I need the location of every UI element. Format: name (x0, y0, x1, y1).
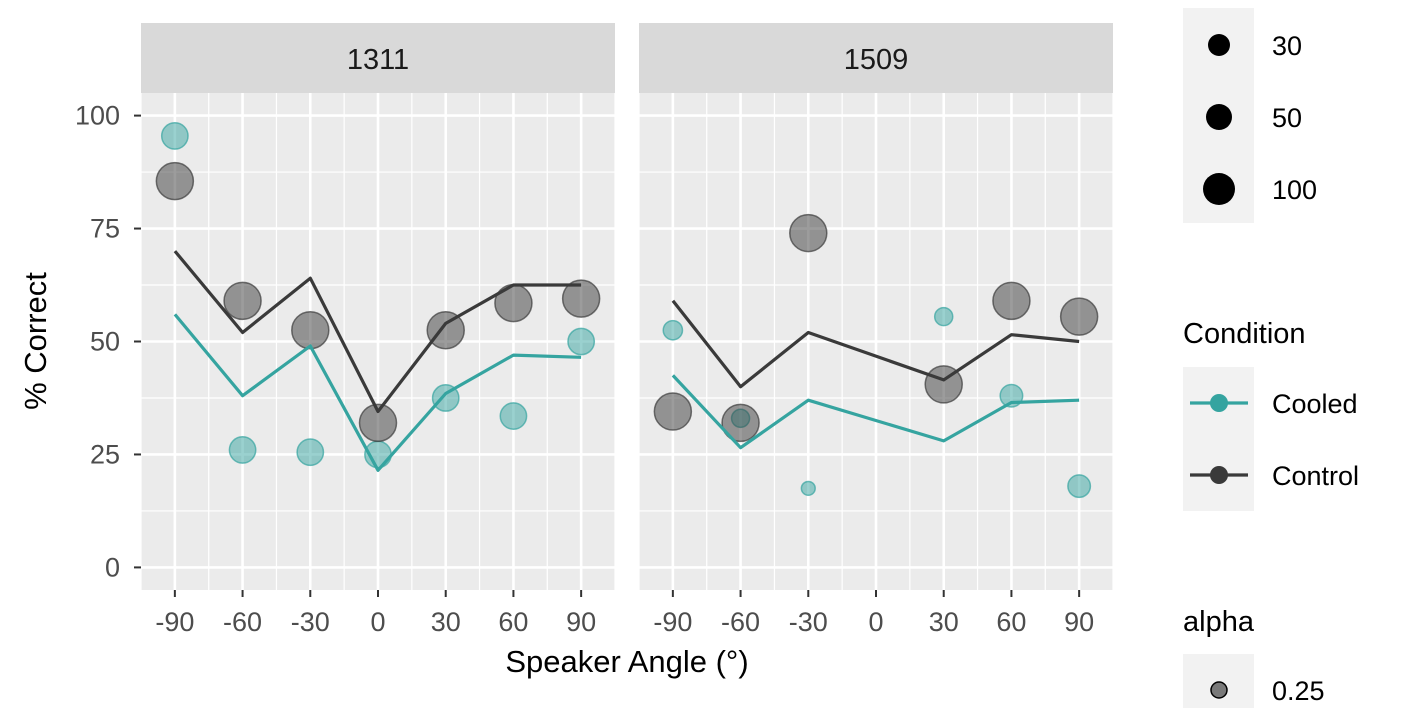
legend-size-key (1203, 173, 1235, 205)
x-tick-label: 30 (929, 607, 959, 637)
legend-size: 30 50 100 (1183, 8, 1317, 223)
y-axis-label: % Correct (18, 272, 53, 410)
x-tick-label: -60 (721, 607, 760, 637)
legend-alpha-title: alpha (1183, 606, 1255, 638)
y-tick-label: 100 (75, 101, 120, 131)
legend-size-key (1206, 104, 1232, 130)
facet-panel-1509: 1509 -90 -60 -30 0 30 60 90 (638, 23, 1114, 637)
x-tick-label: -90 (653, 607, 692, 637)
facet-strip-label: 1311 (347, 44, 409, 76)
axes: Speaker Angle (°) % Correct (18, 272, 749, 679)
x-tick-label: -30 (291, 607, 330, 637)
series-line-control (173, 250, 582, 414)
legend-alpha-keys-background (1183, 654, 1254, 708)
y-tick-label: 25 (90, 439, 120, 469)
legend-alpha: alpha 0.25 (1183, 606, 1325, 708)
data-point-cooled (800, 480, 816, 496)
data-point-cooled (160, 122, 189, 150)
facet-panel-1311: 1311 -90 -60 -30 0 30 60 90 0 25 50 75 100 (75, 23, 616, 637)
y-tick-label: 75 (90, 214, 120, 244)
x-tick-label: 90 (566, 607, 596, 637)
data-point-control (426, 310, 465, 350)
data-point-cooled (228, 436, 257, 464)
facet-panels: 1311 -90 -60 -30 0 30 60 90 0 25 50 75 100 1509 -90 -60… (75, 23, 1114, 637)
data-point-cooled (499, 402, 528, 430)
x-tick-label: -90 (155, 607, 194, 637)
facet-strip-label: 1509 (844, 44, 909, 76)
data-point-control (223, 281, 262, 321)
x-axis-label: Speaker Angle (°) (505, 644, 748, 679)
legend-condition-label: Cooled (1272, 389, 1358, 419)
series-points-control (653, 213, 1099, 443)
data-point-control (561, 279, 601, 318)
legend-condition-point (1210, 466, 1228, 484)
data-point-control (721, 403, 760, 443)
legend-size-label: 100 (1272, 175, 1317, 205)
data-point-cooled (567, 327, 596, 356)
x-tick-label: -30 (789, 607, 828, 637)
x-tick-label: 0 (868, 607, 883, 637)
data-point-control (653, 392, 693, 431)
legend-alpha-label: 0.25 (1272, 676, 1325, 706)
facet-strip (141, 23, 615, 93)
data-point-control (789, 213, 828, 253)
data-point-control (155, 161, 195, 201)
legend: 30 50 100 Condition Cooled Control alpha 0.25 (1183, 8, 1359, 708)
facet-strip (639, 23, 1113, 93)
x-tick-label: -60 (223, 607, 262, 637)
data-point-cooled (933, 306, 954, 327)
data-point-cooled (1067, 474, 1092, 499)
x-tick-label: 0 (370, 607, 385, 637)
series-line-cooled (173, 313, 582, 472)
legend-condition-label: Control (1272, 461, 1359, 491)
series-line-cooled (671, 374, 1080, 450)
data-point-control (291, 310, 330, 350)
series-points-control (155, 161, 601, 443)
legend-size-label: 30 (1272, 31, 1302, 61)
data-point-control (358, 403, 398, 443)
legend-size-label: 50 (1272, 103, 1302, 133)
legend-condition-keys-background (1183, 367, 1254, 511)
data-point-control (1059, 297, 1099, 336)
series-line-control (671, 299, 1080, 389)
legend-condition-title: Condition (1183, 318, 1306, 350)
legend-condition-point (1210, 394, 1228, 412)
data-point-cooled (296, 438, 325, 467)
legend-condition: Condition Cooled Control (1183, 318, 1359, 511)
x-tick-label: 30 (431, 607, 461, 637)
x-tick-label: 60 (996, 607, 1026, 637)
legend-size-key (1208, 34, 1230, 56)
data-point-control (992, 281, 1031, 321)
x-tick-label: 60 (498, 607, 528, 637)
y-tick-label: 50 (90, 327, 120, 357)
x-tick-label: 90 (1064, 607, 1094, 637)
legend-alpha-key (1210, 681, 1228, 699)
data-point-cooled (662, 319, 684, 341)
y-tick-label: 0 (105, 552, 120, 582)
data-point-control (494, 283, 533, 323)
